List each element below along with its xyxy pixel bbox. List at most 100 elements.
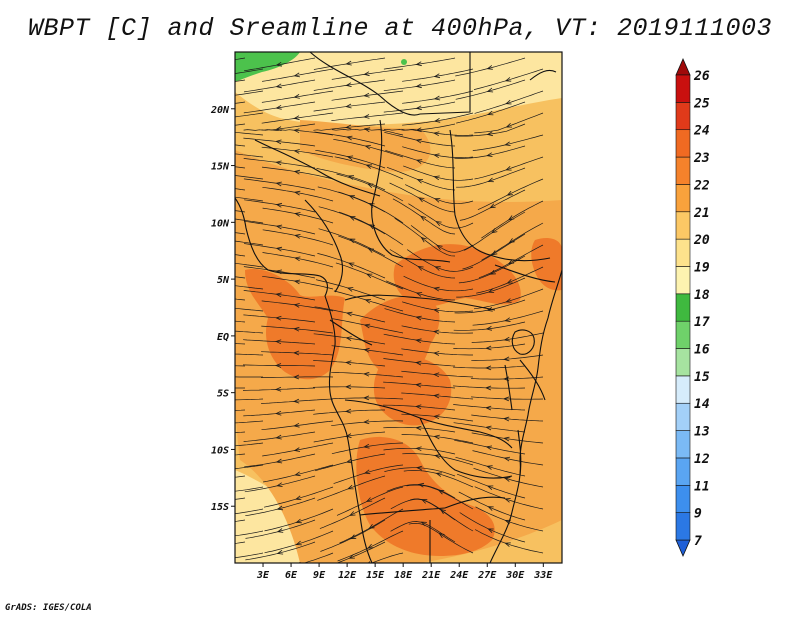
streamline xyxy=(235,409,246,411)
streamline-arrow xyxy=(433,434,440,440)
streamline xyxy=(386,484,456,499)
streamline xyxy=(384,132,456,147)
streamline-arrow xyxy=(486,131,493,137)
streamline xyxy=(235,196,264,202)
streamline xyxy=(331,68,404,80)
streamline xyxy=(462,233,526,270)
streamline-arrow xyxy=(363,443,370,449)
streamline-arrow xyxy=(347,484,354,490)
streamline-arrow xyxy=(346,135,353,141)
streamline-arrow xyxy=(276,482,283,487)
streamline xyxy=(313,333,386,345)
streamline xyxy=(383,123,456,131)
streamline xyxy=(317,253,386,279)
streamline xyxy=(235,298,246,301)
streamline xyxy=(383,57,456,70)
streamline-arrow xyxy=(487,506,494,511)
streamline xyxy=(235,79,246,82)
streamline-arrow xyxy=(435,472,442,477)
streamline-arrow xyxy=(224,375,229,379)
streamline xyxy=(458,491,526,521)
border-car-drc xyxy=(344,294,496,311)
streamline-arrow xyxy=(344,408,352,414)
colorbar-swatch xyxy=(675,211,691,240)
streamline xyxy=(303,552,334,563)
streamline-arrow xyxy=(206,544,211,548)
streamline xyxy=(261,325,334,334)
streamline-arrow xyxy=(503,336,510,342)
streamline-arrow xyxy=(485,445,493,451)
streamline-arrow xyxy=(275,160,282,166)
streamline xyxy=(244,475,316,493)
streamline-arrow xyxy=(206,317,211,321)
streamline-arrow xyxy=(433,372,440,378)
streamline xyxy=(383,333,456,345)
streamline xyxy=(475,506,544,532)
streamline xyxy=(235,453,246,456)
streamline-arrow xyxy=(275,410,282,416)
colorbar-swatch xyxy=(675,293,691,322)
streamline xyxy=(261,90,334,103)
streamline-arrow xyxy=(206,272,211,276)
border-kenya-ethiopia xyxy=(494,264,556,283)
streamline-arrow xyxy=(489,203,496,209)
streamline-arrow xyxy=(275,292,282,298)
lat-tick-label: 5S xyxy=(217,389,229,400)
streamline-arrow xyxy=(348,554,355,559)
streamline-arrow xyxy=(293,190,301,196)
colorbar-label: 14 xyxy=(694,397,710,412)
streamline xyxy=(262,68,334,82)
streamline-arrow xyxy=(433,153,440,159)
streamline xyxy=(332,318,404,334)
streamline-arrow xyxy=(504,77,512,82)
colorbar-label: 26 xyxy=(693,69,710,84)
streamline xyxy=(235,365,246,367)
streamline xyxy=(235,153,264,158)
streamline xyxy=(315,149,386,169)
streamline-arrow xyxy=(224,467,229,471)
streamline-arrow xyxy=(206,294,211,298)
colorbar-label: 9 xyxy=(694,507,702,522)
streamline-arrow xyxy=(224,130,229,134)
streamline-arrow xyxy=(491,250,498,256)
streamline xyxy=(244,220,316,235)
colorbar-swatch xyxy=(675,484,691,513)
streamline-arrow xyxy=(505,166,512,171)
streamline xyxy=(390,521,456,543)
streamline xyxy=(385,280,456,301)
streamline xyxy=(472,310,544,326)
streamline xyxy=(405,184,474,205)
streamline xyxy=(316,168,386,191)
streamline-arrow xyxy=(486,306,493,312)
streamline xyxy=(262,275,334,290)
streamline-arrow xyxy=(364,145,371,150)
streamline xyxy=(401,325,474,334)
streamline-arrow xyxy=(345,360,352,366)
streamline xyxy=(235,376,263,378)
colorbar-label: 21 xyxy=(693,206,710,221)
streamline-arrow xyxy=(438,532,445,539)
lon-tick-label: 27E xyxy=(477,570,497,581)
streamline-arrow xyxy=(224,116,229,120)
streamline-arrow xyxy=(276,505,284,511)
colorbar-swatch xyxy=(675,457,691,486)
streamline-arrow xyxy=(347,262,355,267)
streamline xyxy=(474,90,544,114)
coastline-layer xyxy=(235,52,562,563)
streamline xyxy=(401,348,473,356)
streamline-arrow xyxy=(274,386,282,392)
lon-tick-label: 24E xyxy=(449,570,469,581)
streamline-arrow xyxy=(363,371,370,377)
streamline-arrow xyxy=(433,414,440,420)
streamline-arrow xyxy=(485,405,492,411)
colorbar-swatch xyxy=(675,238,691,267)
streamline-arrow xyxy=(506,279,513,284)
streamline xyxy=(401,301,474,313)
streamline-arrow xyxy=(349,511,356,516)
streamline xyxy=(243,178,316,191)
streamline-arrow xyxy=(224,352,229,356)
streamline-arrow xyxy=(415,446,422,452)
streamline xyxy=(243,137,316,147)
map-frame xyxy=(234,51,563,564)
